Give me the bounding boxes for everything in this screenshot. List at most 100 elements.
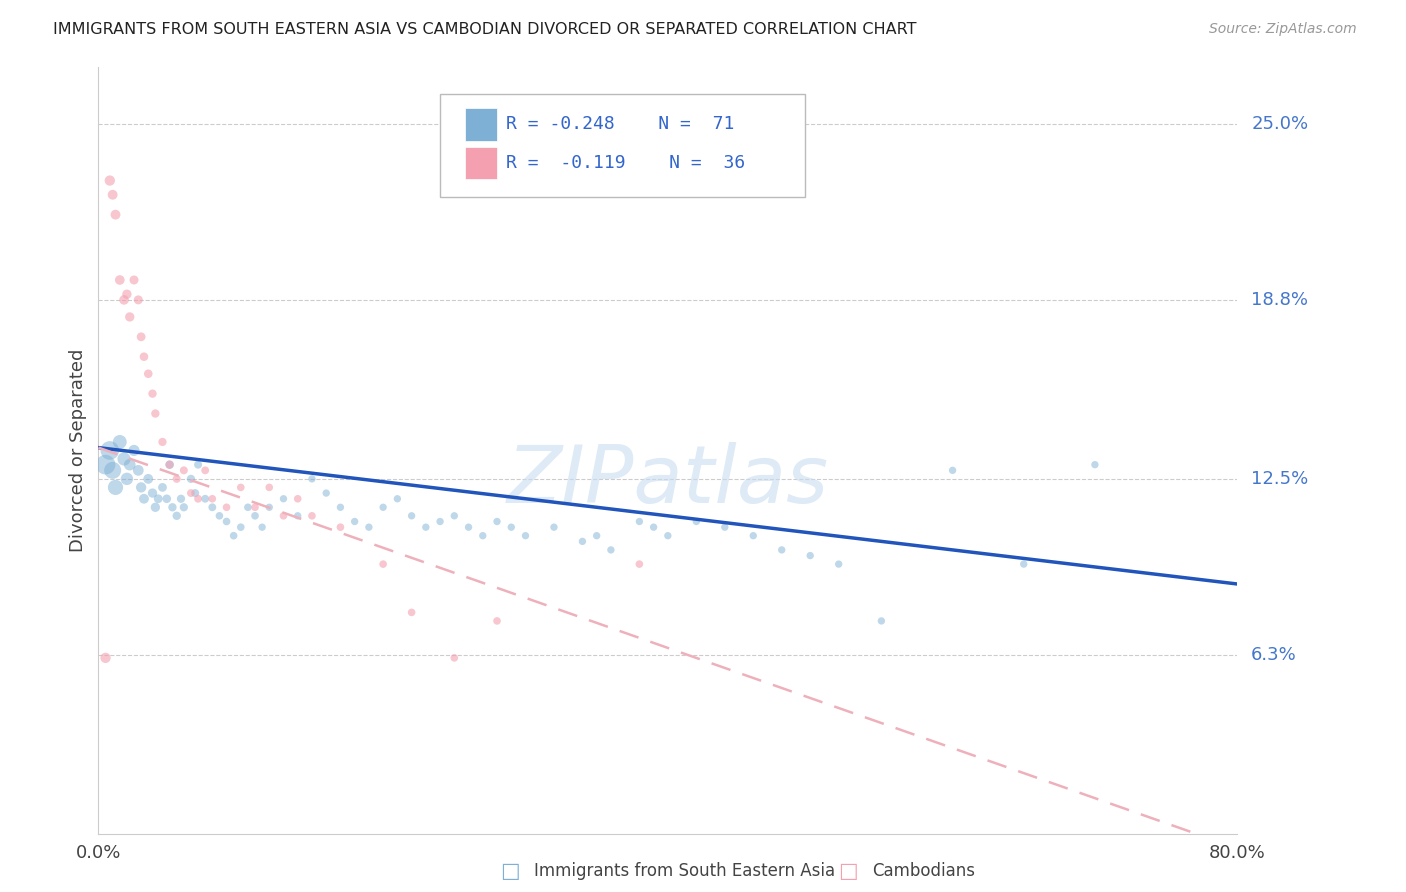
Bar — [465, 146, 498, 179]
Point — [1084, 458, 1107, 472]
Point — [194, 463, 217, 477]
Point — [571, 534, 593, 549]
Point — [273, 491, 295, 506]
Point — [229, 520, 252, 534]
Point — [799, 549, 821, 563]
Point — [215, 515, 238, 529]
Point — [141, 486, 163, 500]
Point — [159, 458, 181, 472]
Point — [101, 463, 124, 477]
Point — [643, 520, 665, 534]
Point — [329, 500, 352, 515]
Point — [1012, 557, 1035, 571]
Point — [259, 500, 281, 515]
Point — [115, 287, 138, 301]
Text: □: □ — [838, 861, 858, 880]
Point — [170, 491, 193, 506]
Point — [132, 491, 155, 506]
Point — [628, 515, 651, 529]
Point — [236, 500, 259, 515]
Point — [329, 520, 352, 534]
Point — [127, 293, 149, 307]
Point — [201, 500, 224, 515]
Point — [104, 208, 127, 222]
Text: Source: ZipAtlas.com: Source: ZipAtlas.com — [1209, 22, 1357, 37]
Point — [287, 491, 309, 506]
Point — [122, 273, 145, 287]
Point — [94, 458, 117, 472]
Point — [415, 520, 437, 534]
Point — [180, 486, 202, 500]
Point — [187, 491, 209, 506]
Point — [208, 508, 231, 523]
Point — [429, 515, 451, 529]
Point — [108, 434, 131, 449]
Point — [118, 310, 141, 324]
Point — [600, 542, 623, 557]
Point — [486, 515, 509, 529]
Text: IMMIGRANTS FROM SOUTH EASTERN ASIA VS CAMBODIAN DIVORCED OR SEPARATED CORRELATIO: IMMIGRANTS FROM SOUTH EASTERN ASIA VS CA… — [53, 22, 917, 37]
Point — [173, 463, 195, 477]
Point — [148, 491, 170, 506]
Text: R =  -0.119    N =  36: R = -0.119 N = 36 — [506, 153, 745, 172]
Point — [159, 458, 181, 472]
Point — [101, 187, 124, 202]
Point — [357, 520, 380, 534]
Point — [443, 508, 465, 523]
Point — [166, 508, 188, 523]
Point — [222, 529, 245, 543]
Point — [243, 508, 266, 523]
Point — [828, 557, 851, 571]
Point — [301, 508, 323, 523]
Point — [457, 520, 479, 534]
Point — [215, 500, 238, 515]
Point — [373, 557, 395, 571]
Point — [145, 500, 167, 515]
Point — [184, 486, 207, 500]
Point — [315, 486, 337, 500]
Text: 12.5%: 12.5% — [1251, 470, 1309, 488]
Text: R = -0.248    N =  71: R = -0.248 N = 71 — [506, 115, 734, 134]
Point — [152, 480, 174, 494]
Point — [273, 508, 295, 523]
Text: ZIPatlas: ZIPatlas — [506, 442, 830, 520]
Point — [515, 529, 537, 543]
Point — [122, 443, 145, 458]
Text: Cambodians: Cambodians — [872, 862, 974, 880]
Point — [486, 614, 509, 628]
Point — [98, 173, 121, 187]
Point — [112, 293, 135, 307]
Point — [152, 434, 174, 449]
Text: 25.0%: 25.0% — [1251, 115, 1309, 133]
Point — [770, 542, 793, 557]
Point — [585, 529, 607, 543]
Point — [194, 491, 217, 506]
Point — [870, 614, 893, 628]
Point — [180, 472, 202, 486]
Point — [501, 520, 523, 534]
Point — [127, 463, 149, 477]
Point — [685, 515, 707, 529]
Point — [162, 500, 184, 515]
Text: Immigrants from South Eastern Asia: Immigrants from South Eastern Asia — [534, 862, 835, 880]
Point — [104, 480, 127, 494]
Point — [129, 330, 152, 344]
Point — [112, 452, 135, 467]
Point — [657, 529, 679, 543]
Point — [287, 508, 309, 523]
Point — [166, 472, 188, 486]
Point — [136, 472, 159, 486]
Point — [250, 520, 273, 534]
Point — [94, 651, 117, 665]
Point — [118, 458, 141, 472]
Point — [145, 407, 167, 421]
Point — [443, 651, 465, 665]
Point — [714, 520, 737, 534]
Point — [187, 458, 209, 472]
Point — [543, 520, 565, 534]
Point — [628, 557, 651, 571]
Text: □: □ — [501, 861, 520, 880]
FancyBboxPatch shape — [440, 94, 804, 197]
Point — [156, 491, 179, 506]
Point — [115, 472, 138, 486]
